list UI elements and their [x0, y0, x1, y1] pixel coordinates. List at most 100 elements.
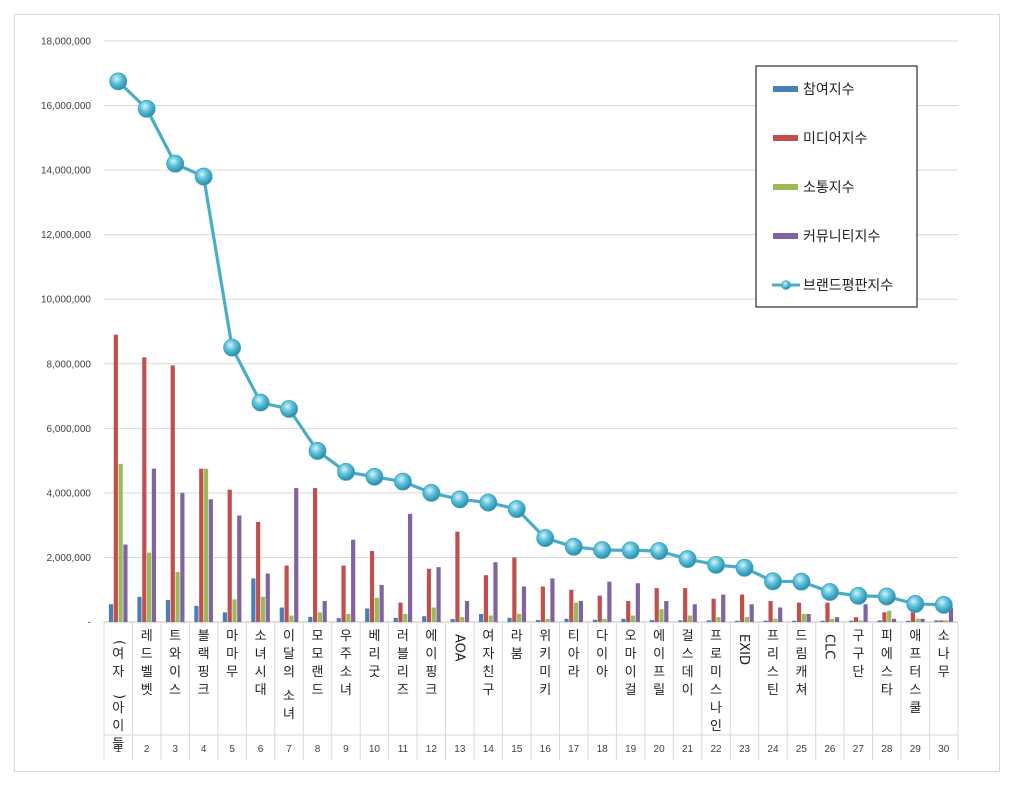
bar-소통지수-2 — [147, 552, 152, 622]
bar-미디어지수-3 — [170, 365, 175, 622]
brand-index-point-29 — [906, 595, 925, 613]
bar-미디어지수-12 — [426, 568, 432, 622]
bar-미디어지수-1 — [113, 334, 118, 622]
rank-label: 24 — [767, 744, 779, 755]
y-tick-label: 8,000,000 — [47, 359, 92, 370]
bar-소통지수-29 — [915, 618, 920, 622]
bar-참여지수-26 — [820, 620, 825, 622]
bar-소통지수-15 — [517, 613, 522, 622]
bar-커뮤니티지수-5 — [237, 515, 242, 622]
bar-소통지수-17 — [574, 602, 579, 622]
rank-label: 11 — [398, 744, 409, 755]
rank-label: 3 — [172, 744, 178, 755]
bar-미디어지수-10 — [369, 550, 375, 622]
legend-label: 미디어지수 — [803, 131, 868, 147]
brand-index-point-17 — [564, 537, 583, 556]
legend-label: 브랜드평판지수 — [803, 278, 893, 294]
rank-label: 9 — [343, 744, 349, 755]
bar-미디어지수-22 — [711, 598, 716, 622]
bar-커뮤니티지수-2 — [151, 468, 156, 622]
bar-참여지수-5 — [222, 612, 227, 622]
bar-커뮤니티지수-8 — [322, 601, 327, 622]
rank-label: 29 — [910, 744, 922, 755]
rank-label: 10 — [369, 744, 381, 755]
rank-label: 7 — [286, 744, 292, 755]
bar-미디어지수-13 — [455, 531, 460, 622]
category-label: CLC — [821, 634, 836, 659]
bar-커뮤니티지수-26 — [835, 617, 840, 622]
bar-미디어지수-8 — [313, 488, 318, 622]
brand-index-point-4 — [194, 167, 213, 186]
bar-미디어지수-21 — [683, 588, 688, 622]
legend-label: 참여지수 — [803, 82, 855, 98]
bar-소통지수-14 — [488, 615, 493, 622]
bar-미디어지수-29 — [910, 612, 915, 622]
legend-label: 커뮤니티지수 — [803, 229, 880, 245]
brand-index-point-28 — [877, 587, 896, 606]
bar-참여지수-19 — [621, 618, 626, 622]
bar-소통지수-26 — [830, 618, 835, 622]
bar-커뮤니티지수-14 — [493, 562, 498, 622]
brand-index-point-19 — [621, 541, 640, 560]
rank-label: 12 — [426, 744, 438, 755]
bar-커뮤니티지수-9 — [351, 539, 356, 622]
bar-커뮤니티지수-17 — [578, 601, 583, 622]
bar-참여지수-23 — [735, 620, 740, 622]
bar-미디어지수-28 — [882, 612, 887, 622]
bar-미디어지수-7 — [284, 565, 289, 622]
bar-커뮤니티지수-23 — [749, 604, 754, 622]
bar-미디어지수-6 — [256, 521, 261, 622]
bar-커뮤니티지수-25 — [806, 613, 811, 622]
bar-소통지수-28 — [887, 610, 892, 622]
brand-index-point-26 — [821, 583, 839, 601]
brand-index-point-18 — [593, 541, 612, 559]
bar-미디어지수-16 — [540, 586, 545, 622]
bar-커뮤니티지수-12 — [436, 567, 441, 622]
bar-소통지수-13 — [460, 617, 465, 622]
bar-참여지수-14 — [479, 613, 484, 622]
bar-커뮤니티지수-11 — [408, 513, 413, 622]
rank-label: 15 — [511, 744, 523, 755]
bar-소통지수-18 — [602, 618, 607, 622]
rank-label: 20 — [654, 744, 666, 755]
bar-소통지수-19 — [630, 615, 636, 622]
rank-label: 26 — [824, 744, 836, 755]
bar-참여지수-16 — [535, 620, 541, 622]
bar-미디어지수-14 — [483, 575, 488, 622]
bar-소통지수-3 — [175, 571, 180, 622]
bar-커뮤니티지수-16 — [550, 578, 555, 622]
bar-참여지수-2 — [137, 596, 142, 622]
x-axis-categories: (여 자) 아 이 들1 레 드 벨 벳 2 트 와 이 스 3 블 랙 핑 크 4 마 마 무 5 소 녀 시 대 6 이 달 의 소 녀 7 모… — [112, 629, 950, 755]
bar-참여지수-17 — [564, 618, 569, 622]
rank-label: 17 — [568, 744, 580, 755]
bar-참여지수-10 — [365, 608, 370, 622]
bar-커뮤니티지수-21 — [692, 604, 697, 622]
rank-label: 2 — [144, 744, 150, 755]
brand-index-point-7 — [280, 400, 298, 418]
brand-index-point-2 — [137, 99, 156, 118]
bar-참여지수-28 — [877, 620, 882, 622]
bar-참여지수-12 — [422, 616, 427, 622]
bar-소통지수-8 — [317, 612, 322, 622]
bar-참여지수-1 — [108, 604, 114, 622]
bar-참여지수-7 — [279, 607, 284, 622]
y-tick-label: 10,000,000 — [41, 295, 91, 306]
rank-label: 1 — [115, 744, 121, 755]
bar-참여지수-30 — [934, 620, 939, 622]
bar-소통지수-7 — [289, 615, 294, 622]
bar-참여지수-18 — [592, 619, 598, 622]
legend-swatch — [773, 233, 798, 239]
rank-label: 16 — [540, 744, 552, 755]
bar-참여지수-22 — [706, 620, 711, 622]
bars — [108, 334, 954, 622]
bar-소통지수-9 — [346, 613, 351, 622]
bar-커뮤니티지수-10 — [379, 584, 384, 622]
bar-소통지수-10 — [374, 597, 379, 622]
bar-커뮤니티지수-28 — [891, 618, 897, 622]
